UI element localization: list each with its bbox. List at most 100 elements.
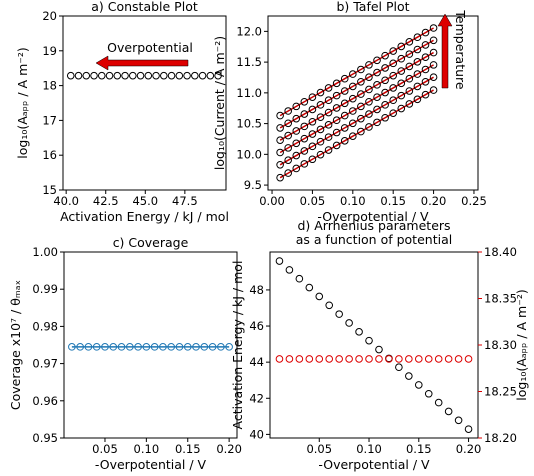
- panel-title: as a function of potential: [296, 232, 452, 247]
- data-point: [275, 355, 284, 363]
- data-point: [136, 71, 145, 80]
- data-point: [405, 62, 414, 71]
- x-tick-label: 0.05: [306, 442, 332, 456]
- data-point: [424, 389, 433, 398]
- data-point: [365, 61, 373, 69]
- data-point: [429, 86, 438, 94]
- data-point: [142, 343, 151, 351]
- data-point: [159, 343, 167, 351]
- data-point: [324, 133, 333, 141]
- x-axis-label: -Overpotential / V: [318, 457, 430, 472]
- data-point: [421, 53, 430, 61]
- panel-title: b) Tafel Plot: [336, 0, 409, 14]
- series-line: [279, 27, 434, 117]
- data-point: [381, 88, 389, 97]
- data-point: [389, 47, 397, 55]
- data-point: [97, 71, 106, 80]
- data-point: [357, 65, 365, 74]
- data-point: [191, 71, 199, 80]
- data-point: [92, 343, 101, 351]
- data-point: [76, 343, 84, 351]
- data-point: [405, 38, 414, 46]
- data-point: [284, 144, 292, 152]
- data-point: [308, 142, 317, 151]
- data-point: [150, 343, 159, 351]
- data-point: [74, 71, 83, 80]
- data-point: [373, 118, 381, 127]
- data-point: [405, 50, 414, 58]
- data-point: [365, 336, 373, 345]
- data-point: [373, 81, 381, 89]
- data-point: [300, 160, 309, 168]
- data-point: [284, 107, 292, 115]
- data-point: [405, 74, 414, 83]
- x-tick-label: 0.05: [300, 194, 326, 208]
- data-point: [105, 71, 114, 80]
- data-point: [381, 76, 389, 85]
- data-point: [275, 257, 284, 265]
- data-point: [324, 108, 333, 117]
- y2-tick-label: 18.35: [484, 292, 517, 306]
- data-point: [395, 355, 403, 363]
- data-point: [332, 116, 341, 125]
- data-point: [349, 132, 357, 141]
- data-point: [332, 91, 341, 100]
- data-point: [324, 96, 333, 105]
- series-line: [279, 39, 434, 129]
- data-point: [84, 343, 93, 351]
- data-point: [126, 343, 134, 351]
- data-point: [332, 104, 341, 112]
- data-point: [109, 343, 118, 351]
- data-point: [285, 355, 294, 363]
- data-point: [90, 71, 98, 80]
- data-point: [421, 28, 430, 37]
- data-point: [385, 355, 393, 363]
- data-point: [397, 67, 406, 75]
- data-point: [128, 71, 137, 80]
- data-point: [325, 355, 334, 363]
- data-point: [397, 42, 406, 51]
- data-point: [292, 151, 301, 160]
- data-point: [335, 355, 343, 363]
- y-tick-label: 44: [249, 355, 264, 369]
- data-point: [192, 343, 200, 351]
- data-point: [349, 70, 357, 78]
- x-tick-label: 42.5: [93, 194, 119, 208]
- data-point: [365, 123, 373, 131]
- data-point: [214, 71, 222, 80]
- data-point: [308, 117, 317, 126]
- y-tick-label: 11.5: [236, 55, 262, 69]
- data-point: [160, 71, 168, 80]
- data-point: [113, 71, 122, 80]
- data-point: [285, 266, 294, 274]
- data-point: [373, 93, 381, 101]
- data-point: [276, 111, 284, 120]
- data-point: [332, 141, 341, 150]
- data-point: [357, 77, 365, 86]
- data-point: [308, 130, 317, 138]
- data-point: [305, 355, 314, 363]
- plot-frame: [63, 251, 238, 439]
- data-point: [101, 343, 109, 351]
- data-point: [315, 292, 324, 301]
- data-point: [206, 71, 215, 80]
- data-point: [381, 64, 389, 72]
- data-point: [284, 169, 292, 177]
- y-tick-label: 0.96: [32, 394, 58, 408]
- data-point: [66, 71, 75, 80]
- data-point: [373, 56, 381, 65]
- data-point: [284, 119, 292, 128]
- y-tick-label: 18: [42, 79, 57, 93]
- data-point: [208, 343, 217, 351]
- x-tick-label: 0.20: [216, 442, 242, 456]
- data-point: [217, 343, 225, 351]
- data-point: [316, 150, 325, 159]
- y-tick-label: 40: [249, 427, 264, 441]
- data-point: [308, 105, 317, 114]
- data-point: [375, 345, 383, 354]
- data-point: [424, 355, 433, 363]
- data-point: [381, 101, 389, 109]
- y-tick-label: 11.0: [236, 86, 262, 100]
- panel-title: c) Coverage: [113, 235, 189, 250]
- data-point: [295, 355, 304, 363]
